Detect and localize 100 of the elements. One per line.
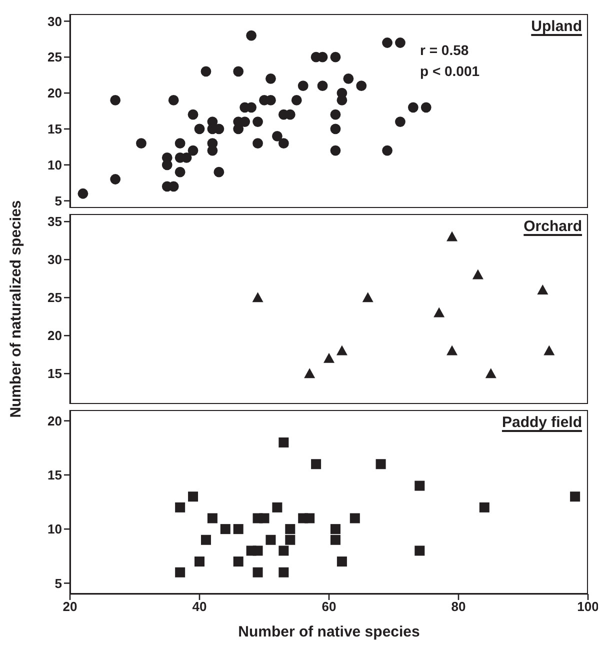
y-tick-label: 5 bbox=[54, 193, 62, 208]
point bbox=[336, 556, 347, 567]
point bbox=[194, 124, 205, 134]
point bbox=[175, 502, 186, 512]
point bbox=[304, 513, 315, 524]
point bbox=[136, 138, 146, 149]
x-tick-label: 60 bbox=[322, 599, 336, 614]
point bbox=[266, 73, 276, 84]
point bbox=[174, 166, 186, 178]
point bbox=[252, 292, 264, 302]
point bbox=[188, 109, 198, 120]
y-tick-label: 25 bbox=[48, 50, 62, 65]
point bbox=[330, 534, 340, 545]
point bbox=[200, 534, 211, 545]
point bbox=[330, 124, 341, 134]
point bbox=[207, 513, 218, 524]
point bbox=[272, 130, 282, 142]
point bbox=[188, 492, 198, 502]
point bbox=[168, 95, 179, 106]
x-tick-label: 40 bbox=[192, 599, 207, 614]
point bbox=[395, 38, 406, 48]
y-tick-label: 20 bbox=[48, 328, 62, 344]
point bbox=[174, 138, 186, 149]
point bbox=[110, 174, 121, 184]
y-tick-label: 20 bbox=[48, 413, 62, 428]
point bbox=[420, 102, 432, 113]
point bbox=[175, 567, 186, 578]
point bbox=[259, 513, 270, 524]
y-tick-label: 25 bbox=[48, 290, 62, 306]
point bbox=[570, 492, 580, 502]
point bbox=[479, 502, 490, 512]
point bbox=[324, 352, 334, 363]
point bbox=[214, 166, 224, 178]
point bbox=[330, 524, 340, 534]
point bbox=[252, 138, 263, 149]
point bbox=[233, 124, 244, 134]
y-tick-label: 20 bbox=[48, 86, 62, 101]
point bbox=[194, 556, 204, 567]
point bbox=[207, 145, 218, 156]
point bbox=[278, 138, 289, 149]
point bbox=[233, 524, 244, 534]
y-tick-label: 15 bbox=[48, 366, 62, 382]
point bbox=[330, 52, 341, 62]
y-tick-label: 10 bbox=[48, 522, 62, 537]
point bbox=[272, 502, 282, 512]
point bbox=[356, 80, 367, 92]
point bbox=[246, 30, 256, 41]
y-tick-label: 30 bbox=[48, 252, 62, 268]
y-tick-label: 35 bbox=[48, 214, 62, 230]
point bbox=[382, 38, 392, 48]
y-tick-label: 5 bbox=[54, 576, 62, 591]
x-axis-title: Number of native species bbox=[238, 624, 420, 641]
point bbox=[446, 231, 458, 242]
chart-title: Upland bbox=[531, 18, 582, 35]
point bbox=[233, 556, 244, 567]
y-tick-label: 10 bbox=[48, 158, 62, 173]
y-tick-label: 15 bbox=[48, 468, 62, 483]
point bbox=[285, 534, 296, 545]
point bbox=[350, 513, 360, 524]
point bbox=[252, 116, 263, 127]
y-axis-title: Number of naturalized species bbox=[8, 200, 24, 418]
point bbox=[414, 480, 425, 491]
point bbox=[343, 73, 354, 84]
point bbox=[162, 160, 172, 170]
point bbox=[285, 524, 296, 534]
point bbox=[336, 95, 348, 106]
point bbox=[446, 345, 458, 356]
point bbox=[472, 269, 484, 280]
point bbox=[200, 66, 212, 77]
point bbox=[311, 459, 322, 470]
point bbox=[382, 145, 392, 156]
point bbox=[291, 95, 302, 106]
point bbox=[330, 145, 341, 156]
y-tick-label: 30 bbox=[48, 14, 62, 29]
point bbox=[362, 292, 374, 302]
point bbox=[485, 368, 496, 378]
point bbox=[298, 80, 308, 92]
point bbox=[434, 307, 445, 318]
point bbox=[220, 524, 230, 534]
x-tick-label: 100 bbox=[577, 599, 599, 614]
point bbox=[252, 546, 263, 556]
point bbox=[110, 95, 121, 106]
point bbox=[395, 116, 406, 127]
point bbox=[317, 80, 328, 92]
point bbox=[414, 546, 425, 556]
point bbox=[188, 145, 198, 156]
point bbox=[278, 546, 289, 556]
point bbox=[252, 567, 263, 578]
point bbox=[330, 109, 341, 120]
point bbox=[266, 534, 276, 545]
point bbox=[266, 95, 276, 106]
point bbox=[278, 437, 289, 448]
point bbox=[544, 345, 555, 356]
point bbox=[78, 188, 88, 199]
x-tick-label: 80 bbox=[451, 599, 466, 614]
point bbox=[233, 66, 244, 77]
point bbox=[408, 102, 418, 113]
annotation: p < 0.001 bbox=[420, 63, 480, 79]
point bbox=[336, 345, 348, 356]
chart-title: Orchard bbox=[524, 218, 582, 235]
